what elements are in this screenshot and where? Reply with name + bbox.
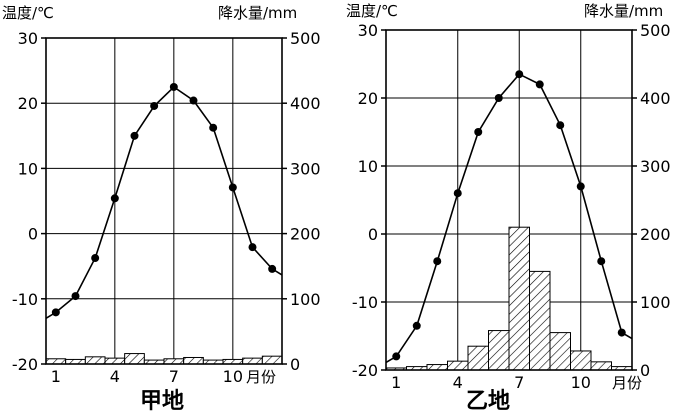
- precip-bar: [529, 270, 551, 371]
- chart-title: 甲地: [140, 389, 184, 412]
- precip-bar: [570, 350, 592, 371]
- precip-tick-label: 100: [290, 290, 321, 309]
- temperature-point: [597, 257, 606, 266]
- precip-bar: [447, 360, 469, 371]
- temp-tick-label: 30: [358, 21, 378, 40]
- precip-tick-label: 300: [640, 157, 671, 176]
- temperature-point: [433, 257, 442, 266]
- precip-tick-label: 0: [640, 361, 650, 380]
- plot-frame: [385, 29, 633, 371]
- precip-bar: [104, 357, 126, 365]
- month-tick-label: 1: [51, 367, 61, 386]
- temperature-point: [189, 96, 198, 105]
- temperature-point: [130, 131, 139, 140]
- precip-bar: [549, 332, 571, 371]
- precip-bar: [508, 226, 530, 371]
- temp-tick-label: -10: [12, 290, 38, 309]
- precip-bar: [488, 330, 510, 371]
- month-tick-label: 10: [571, 373, 591, 392]
- precip-bar: [84, 356, 106, 365]
- left-axis-ticks: 30 20 10 0 -10 -20: [352, 21, 386, 380]
- temperature-points: [51, 82, 277, 317]
- precip-bar: [124, 353, 145, 365]
- precip-axis-label: 降水量/mm: [584, 2, 663, 20]
- temperature-point: [515, 70, 524, 79]
- month-tick-label: 1: [391, 373, 401, 392]
- temperature-point: [392, 352, 401, 361]
- temperature-point: [71, 292, 80, 301]
- temperature-point: [453, 189, 462, 198]
- precip-tick-label: 400: [640, 89, 671, 108]
- temperature-point: [412, 321, 421, 330]
- temperature-point: [248, 243, 257, 252]
- precip-tick-label: 500: [640, 21, 671, 40]
- right-axis-ticks: 500 400 300 200 100 0: [632, 21, 671, 380]
- temperature-point: [110, 194, 119, 203]
- temperature-point: [576, 182, 585, 191]
- temperature-points: [392, 70, 626, 361]
- temp-tick-label: 10: [358, 157, 378, 176]
- temp-tick-label: 0: [28, 225, 38, 244]
- temperature-point: [617, 328, 626, 337]
- temperature-point: [474, 128, 483, 136]
- precip-bars: [385, 226, 633, 371]
- temperature-line: [45, 85, 283, 320]
- temp-tick-label: 30: [18, 29, 38, 48]
- month-tick-label: 7: [169, 367, 179, 386]
- grid: [46, 38, 282, 364]
- temperature-line: [385, 73, 633, 364]
- temp-tick-label: -20: [352, 361, 378, 380]
- temp-tick-label: 0: [368, 225, 378, 244]
- precip-tick-label: 400: [290, 94, 321, 113]
- precip-bars: [45, 353, 283, 365]
- temp-tick-label: 10: [18, 159, 38, 178]
- precip-tick-label: 500: [290, 29, 321, 48]
- temp-tick-label: 20: [18, 94, 38, 113]
- month-axis-label: 月份: [612, 374, 642, 392]
- temp-tick-label: -10: [352, 293, 378, 312]
- precip-tick-label: 100: [640, 293, 671, 312]
- month-tick-label: 10: [223, 367, 243, 386]
- precip-bar: [426, 364, 448, 371]
- month-axis-label: 月份: [246, 368, 276, 386]
- month-tick-label: 4: [453, 373, 463, 392]
- right-axis-ticks: 500 400 300 200 100 0: [282, 29, 321, 374]
- left-axis-ticks: 30 20 10 0 -10 -20: [12, 29, 46, 374]
- temperature-point: [268, 264, 277, 273]
- precip-tick-label: 300: [290, 159, 321, 178]
- temp-tick-label: -20: [12, 355, 38, 374]
- month-tick-label: 7: [514, 373, 524, 392]
- precip-bar: [242, 357, 263, 365]
- temp-tick-label: 20: [358, 89, 378, 108]
- temperature-point: [209, 123, 218, 132]
- precip-tick-label: 200: [290, 225, 321, 244]
- temperature-point: [556, 121, 565, 130]
- precip-bar: [261, 355, 283, 365]
- precip-axis-label: 降水量/mm: [218, 4, 297, 22]
- x-axis-ticks: 1 4 7 10: [51, 367, 243, 386]
- temperature-point: [51, 308, 60, 317]
- x-axis-ticks: 1 4 7 10: [391, 373, 591, 392]
- temperature-point: [91, 254, 100, 263]
- month-tick-label: 4: [110, 367, 120, 386]
- temp-axis-label: 温度/℃: [2, 4, 54, 22]
- temp-axis-label: 温度/℃: [346, 2, 398, 20]
- temperature-point: [228, 183, 237, 192]
- precip-tick-label: 200: [640, 225, 671, 244]
- temperature-point: [150, 101, 159, 110]
- temperature-point: [169, 82, 178, 91]
- plot-frame: [45, 37, 283, 365]
- precip-bar: [183, 356, 204, 365]
- chart-title: 乙地: [466, 389, 510, 412]
- temperature-point: [535, 80, 544, 89]
- precip-bar: [590, 361, 612, 371]
- precip-bar: [467, 345, 489, 371]
- temperature-point: [494, 94, 503, 102]
- precip-tick-label: 0: [290, 355, 300, 374]
